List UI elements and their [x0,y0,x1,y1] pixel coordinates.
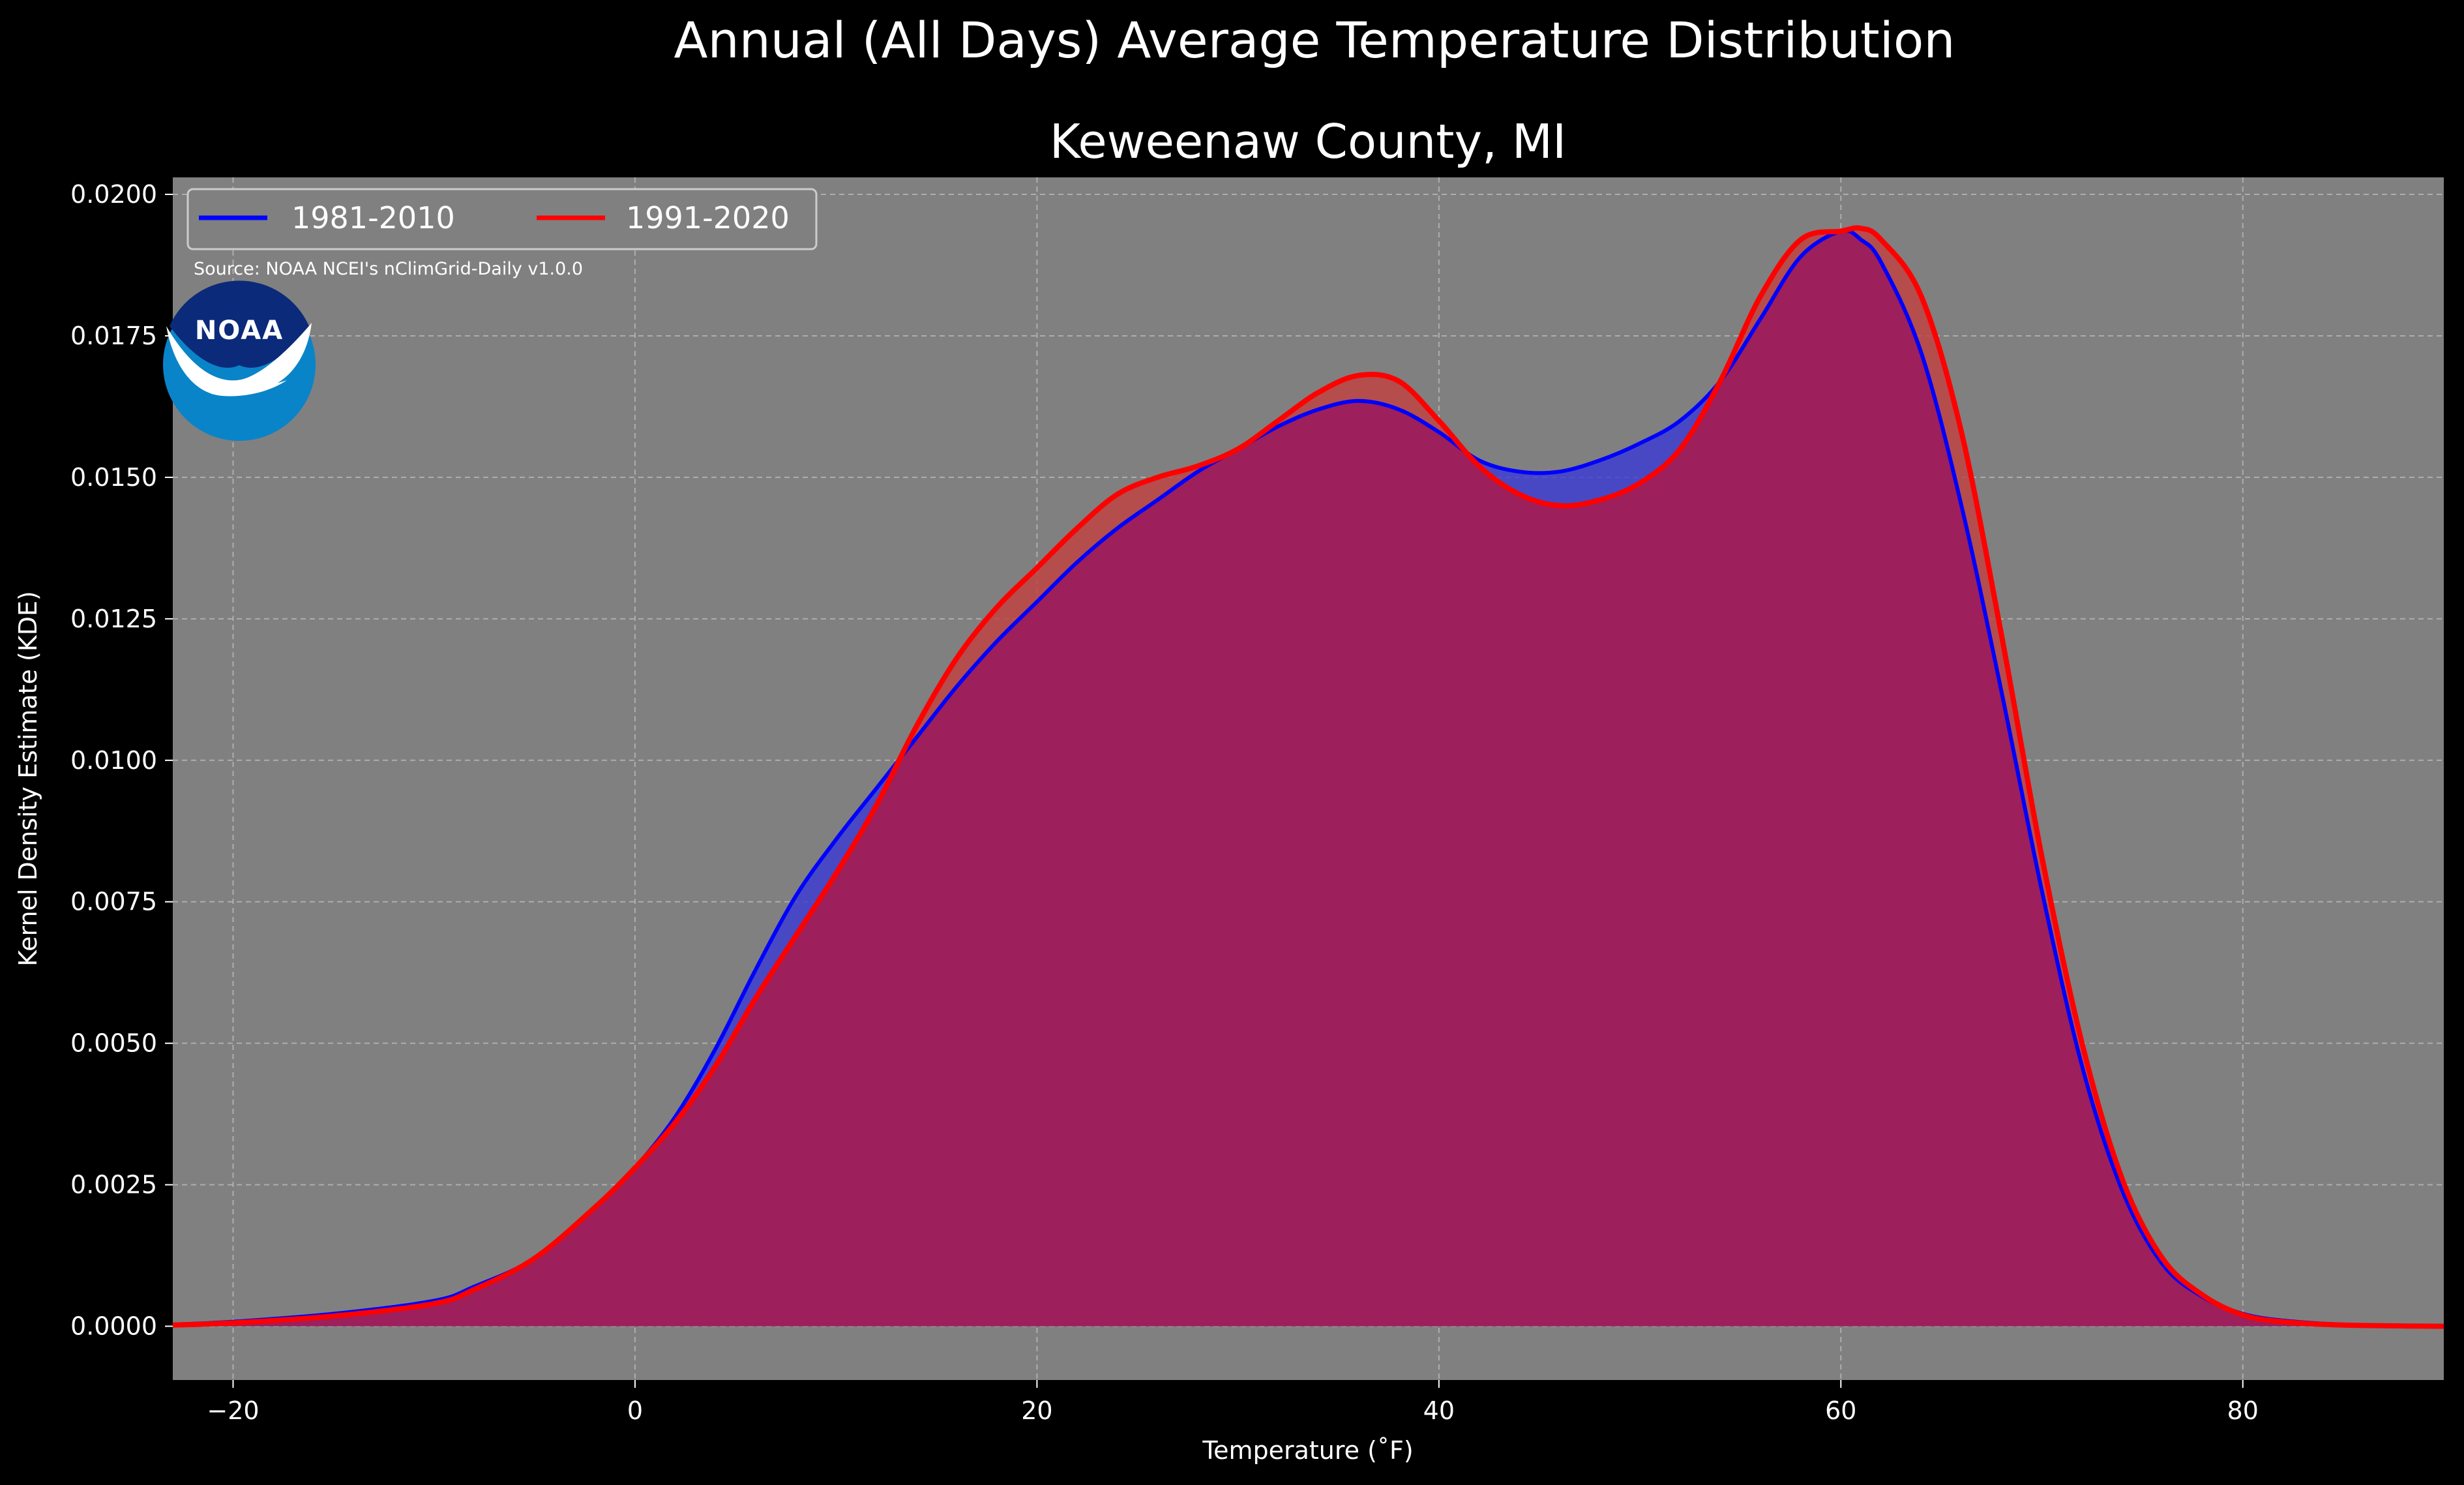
y-axis: 0.0000 0.0025 0.0050 0.0075 0.0100 0.0125 0.01… [70,180,173,1341]
y-tick-label: 0.0200 [70,180,157,209]
noaa-logo: NOAA [163,280,316,441]
x-tick-label: 40 [1423,1396,1455,1425]
density-overlap-area [173,230,2444,1327]
y-tick-label: 0.0000 [70,1312,157,1341]
plot-area [172,177,2444,1380]
y-tick-label: 0.0100 [70,746,157,775]
x-axis: −20 0 20 40 60 80 [207,1380,2259,1425]
y-axis-label: Kernel Density Estimate (KDE) [14,591,42,967]
x-tick-label: −20 [207,1396,259,1425]
x-tick-label: 80 [2227,1396,2259,1425]
density-line-1981-2010 [172,228,2444,1328]
y-tick-label: 0.0125 [70,605,157,633]
legend-frame [186,188,818,250]
legend-label-1991-2020: 1991-2020 [626,200,790,235]
logo-top-navy [170,280,309,368]
y-tick-label: 0.0075 [70,888,157,916]
logo-text: NOAA [195,316,284,346]
x-tick-label: 60 [1825,1396,1856,1425]
chart-title: Keweenaw County, MI [1050,114,1567,169]
figure-suptitle: Annual (All Days) Average Temperature Di… [674,11,1955,69]
density-fills [173,228,2444,1327]
x-tick-label: 0 [627,1396,643,1425]
x-tick-label: 20 [1021,1396,1052,1425]
x-axis-label: Temperature (˚F) [1202,1436,1413,1465]
y-tick-label: 0.0150 [70,463,157,492]
logo-seagull-icon [166,323,312,397]
legend-label-1981-2010: 1981-2010 [291,200,455,235]
density-lines [172,225,2444,1329]
y-tick-label: 0.0025 [70,1171,157,1199]
y-tick-label: 0.0050 [70,1029,157,1058]
source-note: Source: NOAA NCEI's nClimGrid-Daily v1.0… [194,259,583,279]
y-tick-label: 0.0175 [70,322,157,350]
density-line-1991-2020 [172,225,2444,1329]
legend: 1981-2010 1991-2020 [186,188,818,250]
